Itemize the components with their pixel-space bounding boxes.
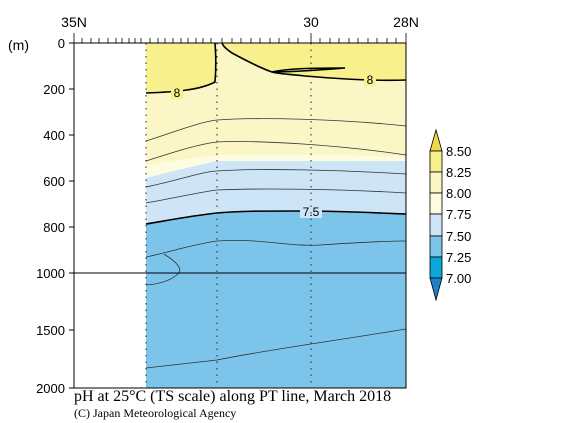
layer-fill-8p25 (146, 43, 216, 93)
contour-label-8-east: 8 (367, 73, 374, 87)
station-lines (145, 43, 312, 388)
lat-label-28n: 28N (393, 14, 419, 30)
lat-label-30: 30 (303, 14, 319, 30)
y-tick-label: 1000 (36, 266, 65, 281)
contour-line (145, 118, 407, 142)
y-tick-label: 800 (43, 220, 65, 235)
y-tick-label: 1500 (36, 323, 65, 338)
y-tick-label: 400 (43, 128, 65, 143)
chart-title: pH at 25°C (TS scale) along PT line, Mar… (74, 388, 392, 405)
colorbar-swatch (429, 150, 443, 173)
colorbar-label: 7.25 (446, 250, 471, 265)
colorbar-label: 8.25 (446, 165, 471, 180)
contour-lines (145, 42, 407, 369)
contour-7p5 (145, 210, 407, 225)
colorbar-label: 7.75 (446, 207, 471, 222)
contour-line (145, 328, 407, 369)
contour-line (145, 240, 407, 258)
colorbar-swatch (429, 171, 443, 194)
colorbar-swatch (429, 235, 443, 258)
colorbar-label: 7.50 (446, 229, 471, 244)
section-fill (146, 43, 406, 388)
contour-labels: 8 8 7.5 (171, 73, 376, 219)
colorbar-swatch (429, 256, 443, 279)
contour-label-8-west: 8 (174, 86, 181, 100)
colorbar-label: 7.00 (446, 271, 471, 286)
colorbar-label: 8.00 (446, 186, 471, 201)
colorbar (429, 128, 443, 302)
contour-line (145, 188, 407, 204)
y-tick-label: 2000 (36, 381, 65, 396)
contour-8-east-loop (271, 67, 346, 73)
colorbar-swatch (429, 192, 443, 215)
contour-line (145, 141, 407, 162)
colorbar-swatch (429, 213, 443, 237)
top-ticks (73, 33, 407, 43)
contour-line (145, 169, 407, 188)
y-axis: 0 200 400 600 800 1000 1500 2000 (36, 36, 74, 396)
y-tick-label: 200 (43, 82, 65, 97)
plot-frame (73, 42, 407, 389)
contour-8-west (145, 42, 217, 94)
y-tick-label: 600 (43, 174, 65, 189)
colorbar-labels: 8.50 8.25 8.00 7.75 7.50 7.25 7.00 (446, 144, 471, 286)
lat-label-35n: 35N (61, 14, 87, 30)
y-axis-unit: (m) (8, 37, 29, 53)
colorbar-label: 8.50 (446, 144, 471, 159)
colorbar-bottom-cap (429, 277, 443, 302)
y-tick-label: 0 (58, 36, 65, 51)
chart-credit: (C) Japan Meteorological Agency (74, 406, 237, 420)
colorbar-top-cap (429, 128, 443, 152)
layer-fill-8p25-east (222, 43, 406, 81)
